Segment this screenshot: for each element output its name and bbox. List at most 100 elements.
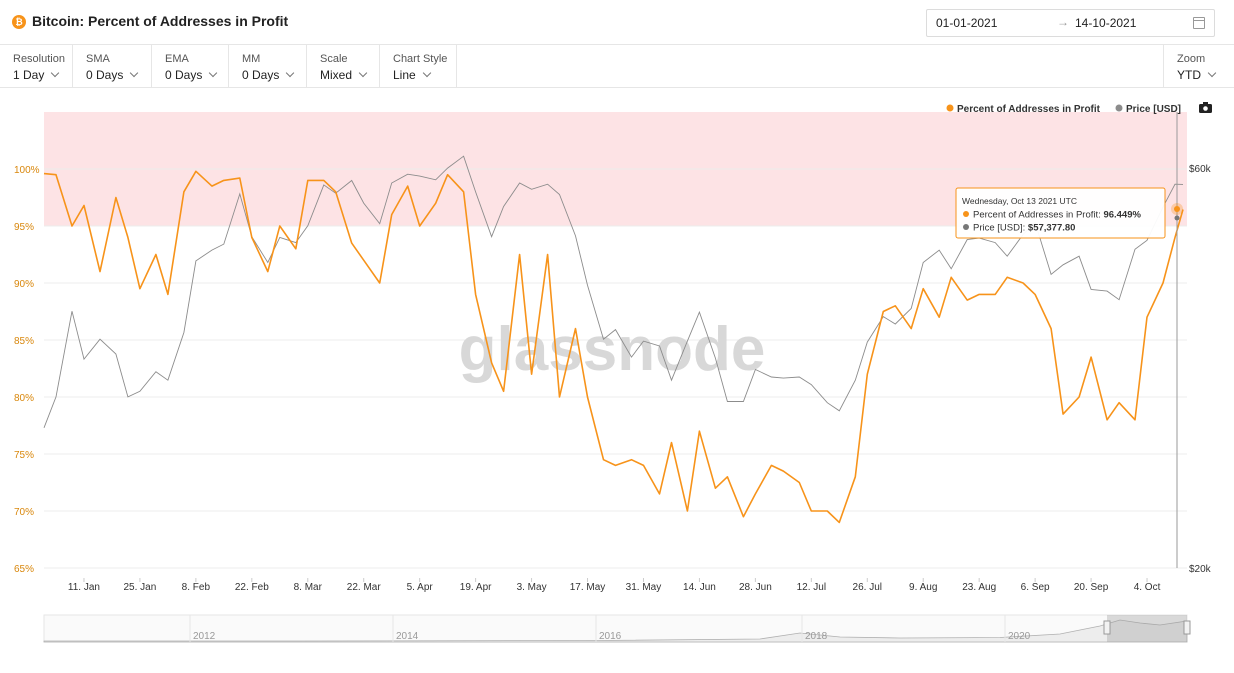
profit-series (43, 170, 1184, 524)
bitcoin-icon: ₿ (12, 15, 26, 29)
chart-area[interactable]: glassnode 100% 95% 90% 85% 80% 75% 70% 65% $60k… (0, 88, 1234, 668)
resolution-value[interactable]: 1 Day (13, 68, 60, 82)
ema-dropdown[interactable]: EMA 0 Days (152, 45, 229, 87)
x-tick: 4. Oct (1134, 582, 1161, 593)
ema-value[interactable]: 0 Days (165, 68, 218, 82)
calendar-icon[interactable] (1193, 17, 1205, 29)
date-to-input[interactable]: 14-10-2021 (1075, 16, 1137, 30)
legend-marker-price (1115, 104, 1123, 112)
y-left-tick: 100% (14, 165, 40, 176)
scale-dropdown[interactable]: Scale Mixed (307, 45, 380, 87)
date-from-input[interactable]: 01-01-2021 (936, 16, 998, 30)
y-left-tick: 65% (14, 564, 34, 575)
x-tick: 14. Jun (683, 582, 716, 593)
x-tick: 20. Sep (1074, 582, 1109, 593)
zoom-value[interactable]: YTD (1177, 68, 1217, 82)
chart-header: ₿ Bitcoin: Percent of Addresses in Profi… (0, 0, 1234, 45)
navigator-years: 2012 2014 2016 2018 2020 (189, 615, 1031, 642)
x-tick: 5. Apr (407, 582, 434, 593)
x-tick: 8. Feb (182, 582, 211, 593)
legend-profit[interactable]: Percent of Addresses in Profit (957, 104, 1101, 115)
navigator-year: 2020 (1008, 631, 1031, 642)
scale-label: Scale (320, 53, 348, 65)
chart-style-value[interactable]: Line (393, 68, 431, 82)
x-tick: 23. Aug (962, 582, 996, 593)
tooltip-marker-profit (963, 211, 969, 217)
chevron-down-icon (209, 68, 218, 78)
x-tick: 17. May (570, 582, 606, 593)
x-tick: 9. Aug (909, 582, 937, 593)
x-tick: 22. Feb (235, 582, 269, 593)
tooltip-profit-row: Percent of Addresses in Profit: 96.449% (973, 210, 1141, 221)
navigator-year: 2014 (396, 631, 419, 642)
tooltip-date: Wednesday, Oct 13 2021 UTC (962, 196, 1077, 206)
mm-value-text: 0 Days (242, 68, 280, 82)
resolution-label: Resolution (13, 53, 65, 65)
chevron-down-icon (286, 68, 295, 78)
sma-dropdown[interactable]: SMA 0 Days (73, 45, 152, 87)
profit-line (43, 170, 1184, 524)
navigator-handle-left[interactable] (1103, 620, 1111, 635)
price-line (43, 155, 1184, 428)
x-tick: 25. Jan (124, 582, 157, 593)
chevron-down-icon (358, 68, 368, 78)
date-range-picker[interactable]: 01-01-2021 → 14-10-2021 (926, 9, 1215, 37)
legend-marker-profit (946, 104, 954, 112)
right-axis: $60k $20k (1189, 164, 1212, 575)
zoom-dropdown[interactable]: Zoom YTD (1163, 45, 1234, 87)
navigator[interactable]: 2012 2014 2016 2018 2020 (43, 614, 1191, 643)
x-tick: 28. Jun (739, 582, 772, 593)
y-right-tick: $20k (1189, 564, 1212, 575)
tooltip-profit-value: 96.449% (1103, 210, 1141, 221)
chevron-down-icon (51, 68, 60, 78)
mm-label: MM (242, 53, 261, 65)
legend-price[interactable]: Price [USD] (1126, 104, 1181, 115)
tooltip-profit-label: Percent of Addresses in Profit: (973, 210, 1101, 221)
mm-value[interactable]: 0 Days (242, 68, 295, 82)
scale-value-text: Mixed (320, 68, 353, 82)
zoom-label: Zoom (1177, 53, 1206, 65)
tooltip-price-row: Price [USD]: $57,377.80 (973, 223, 1075, 234)
chevron-down-icon (1207, 68, 1217, 78)
chart-svg[interactable]: glassnode 100% 95% 90% 85% 80% 75% 70% 65% $60k… (0, 88, 1234, 668)
tooltip-marker-price (963, 224, 969, 230)
y-left-tick: 80% (14, 393, 34, 404)
arrow-right-icon: → (1057, 15, 1069, 29)
price-series (43, 155, 1184, 428)
x-tick: 19. Apr (460, 582, 492, 593)
ema-label: EMA (165, 53, 189, 65)
x-tick: 22. Mar (347, 582, 382, 593)
sma-label: SMA (86, 53, 110, 65)
scale-value[interactable]: Mixed (320, 68, 368, 82)
sma-value[interactable]: 0 Days (86, 68, 139, 82)
navigator-year: 2016 (599, 631, 622, 642)
navigator-selection[interactable] (1107, 615, 1187, 642)
x-tick: 31. May (626, 582, 662, 593)
chart-title: Bitcoin: Percent of Addresses in Profit (32, 13, 289, 29)
navigator-handle-right[interactable] (1183, 620, 1191, 635)
navigator-year: 2018 (805, 631, 828, 642)
y-left-tick: 75% (14, 450, 34, 461)
navigator-series (43, 619, 1188, 643)
tooltip: Wednesday, Oct 13 2021 UTC Percent of Ad… (955, 187, 1166, 239)
x-tick: 11. Jan (68, 582, 100, 593)
ema-value-text: 0 Days (165, 68, 203, 82)
y-left-tick: 70% (14, 507, 34, 518)
x-tick: 6. Sep (1021, 582, 1050, 593)
x-axis: 11. Jan 25. Jan 8. Feb 22. Feb 8. Mar 22. Mar… (68, 578, 1161, 593)
resolution-value-text: 1 Day (13, 68, 45, 82)
left-axis: 100% 95% 90% 85% 80% 75% 70% 65% (14, 165, 40, 575)
x-tick: 12. Jul (797, 582, 826, 593)
camera-icon[interactable] (1199, 102, 1212, 113)
gridlines (44, 168, 1187, 569)
chart-style-value-text: Line (393, 68, 416, 82)
chart-style-dropdown[interactable]: Chart Style Line (380, 45, 457, 87)
y-left-tick: 90% (14, 279, 34, 290)
mm-dropdown[interactable]: MM 0 Days (229, 45, 307, 87)
resolution-dropdown[interactable]: Resolution 1 Day (0, 45, 73, 87)
chevron-down-icon (422, 68, 431, 78)
x-tick: 8. Mar (294, 582, 323, 593)
chart-style-label: Chart Style (393, 53, 448, 65)
y-left-tick: 95% (14, 222, 34, 233)
y-right-tick: $60k (1189, 164, 1212, 175)
